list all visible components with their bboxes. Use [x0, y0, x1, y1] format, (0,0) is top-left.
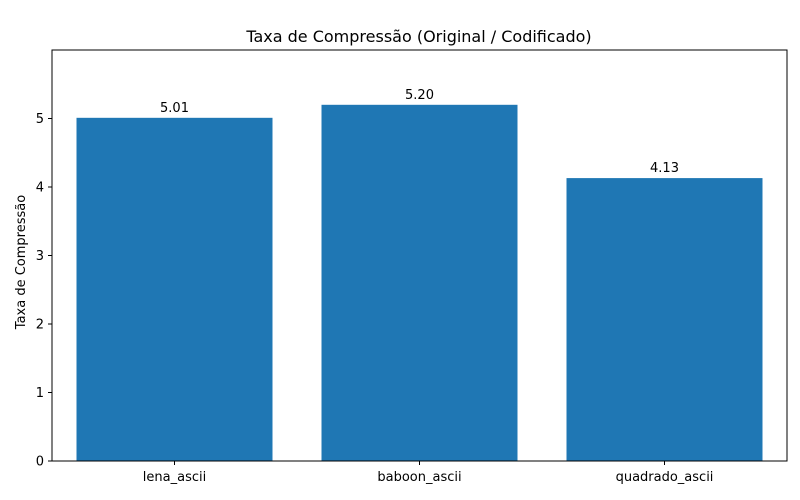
- y-tick-label: 0: [36, 455, 44, 470]
- bar-quadrado_ascii: [566, 178, 763, 461]
- data-label-lena_ascii: 5.01: [160, 101, 189, 116]
- data-label-quadrado_ascii: 4.13: [650, 161, 679, 176]
- y-axis-label: Taxa de Compressão: [14, 195, 29, 330]
- chart-title: Taxa de Compressão (Original / Codificad…: [245, 27, 591, 46]
- y-tick-label: 2: [36, 318, 44, 333]
- y-tick-label: 5: [36, 112, 44, 127]
- y-tick-label: 1: [36, 386, 44, 401]
- x-tick-label-quadrado_ascii: quadrado_ascii: [616, 470, 714, 485]
- data-label-baboon_ascii: 5.20: [405, 88, 434, 103]
- y-tick-label: 4: [36, 181, 44, 196]
- plot-area: 5.01 lena_ascii 5.20 baboon_ascii 4.13 quadra…: [36, 49, 788, 485]
- x-tick-label-lena_ascii: lena_ascii: [143, 470, 206, 485]
- axes-frame: [51, 49, 788, 462]
- bar-baboon_ascii: [321, 104, 518, 462]
- x-tick-label-baboon_ascii: baboon_ascii: [377, 470, 461, 485]
- y-tick-label: 3: [36, 249, 44, 264]
- bar-lena_ascii: [76, 117, 273, 461]
